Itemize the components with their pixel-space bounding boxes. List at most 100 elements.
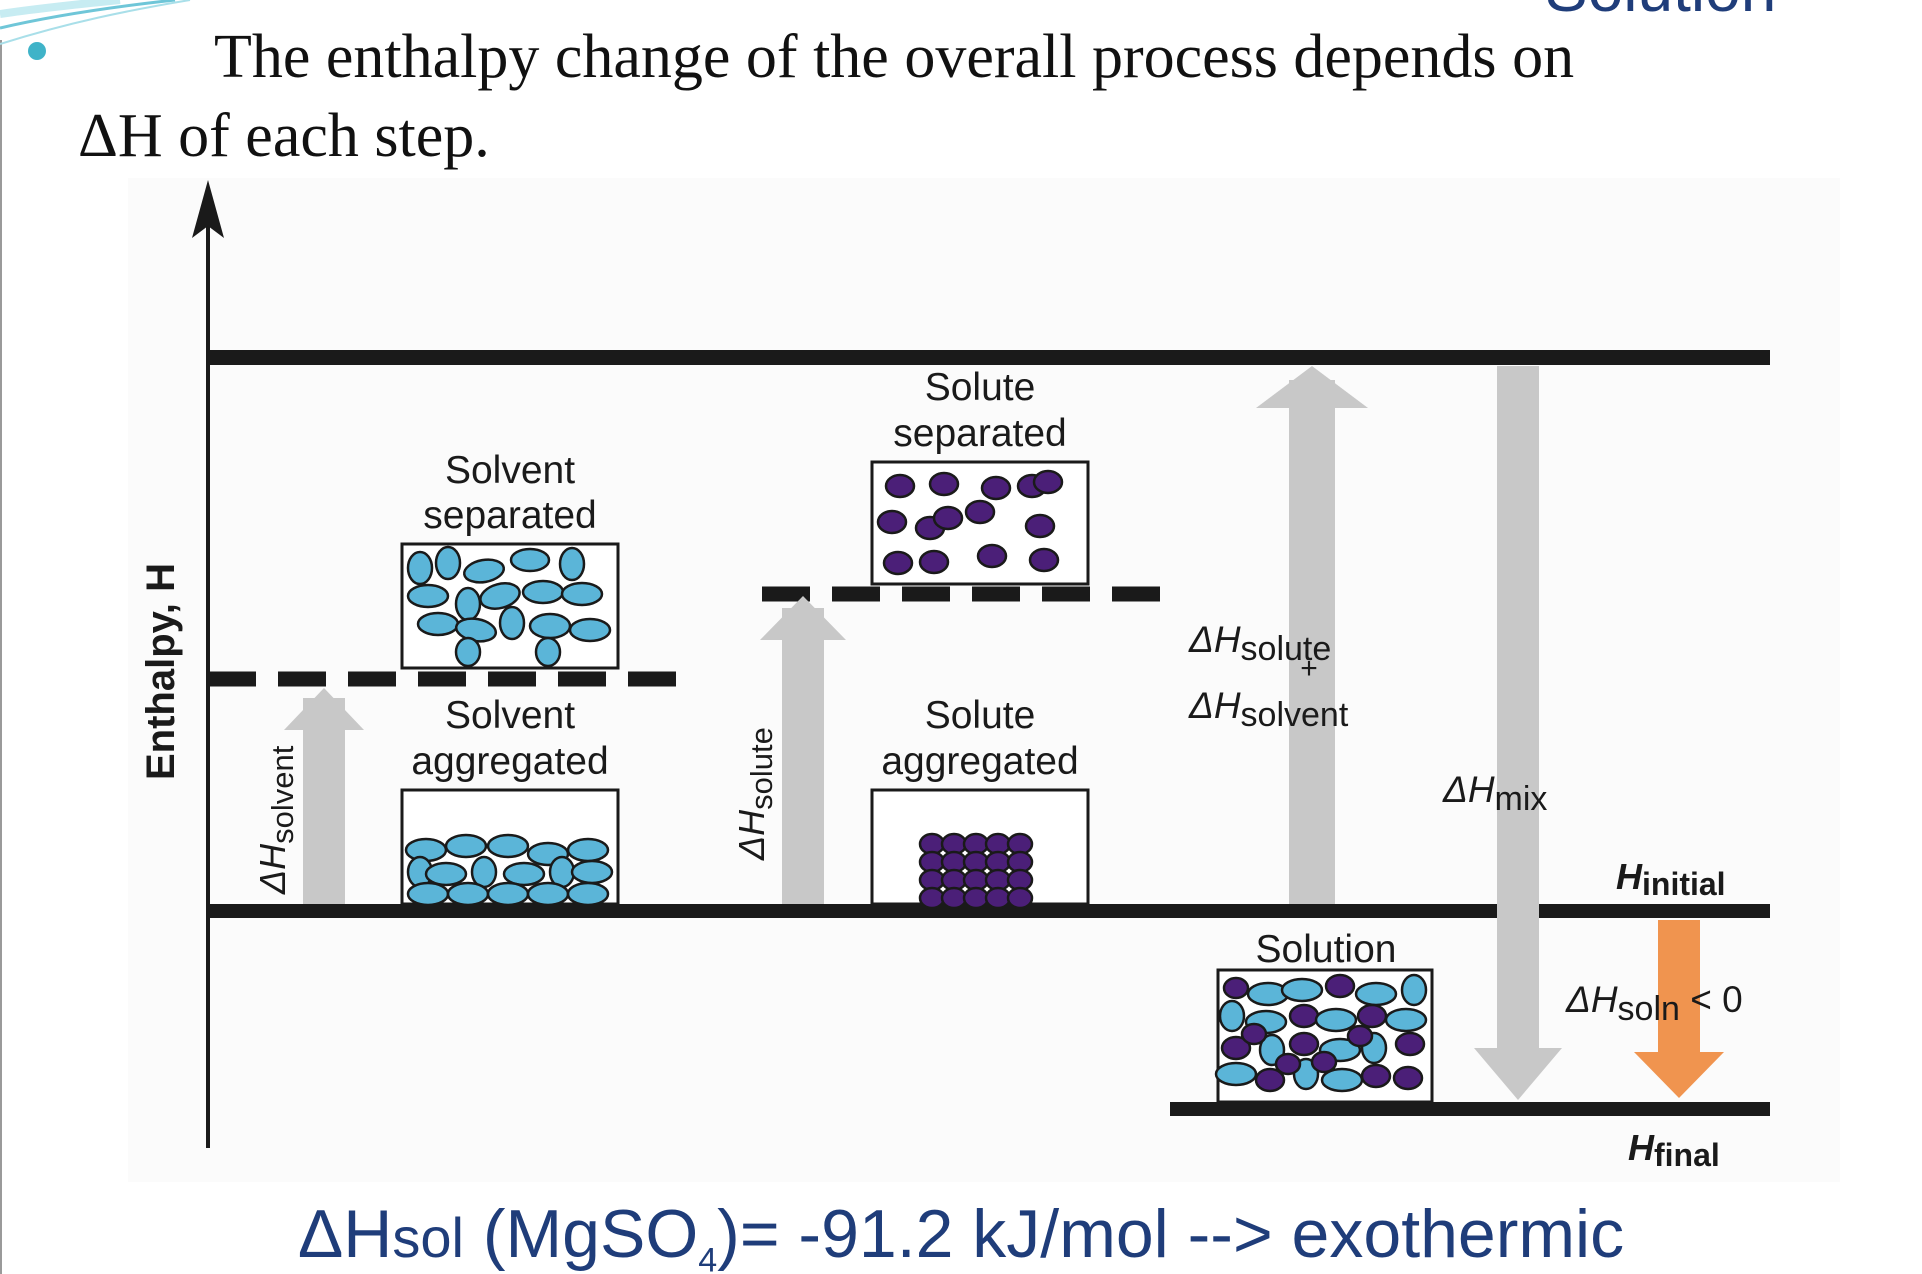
final-level-line (1170, 1102, 1770, 1116)
dh-soln-label: ΔHsoln < 0 (1565, 979, 1743, 1028)
caption: ΔHsol (MgSO4)= -91.2 kJ/mol --> exotherm… (0, 1195, 1922, 1274)
solvent-aggregated-label-1: Solvent (445, 694, 575, 737)
solvent-particle (566, 837, 610, 863)
solvent-particle (406, 881, 450, 907)
solution-label: Solution (1256, 928, 1397, 971)
dh-solvent-arrow (284, 688, 364, 904)
solvent-particle (1218, 999, 1246, 1033)
solute-particle (1360, 1063, 1392, 1089)
solute-particle (940, 886, 968, 910)
solute-particle (882, 550, 914, 576)
enthalpy-diagram: Enthalpy, H (128, 178, 1840, 1182)
solvent-aggregated-label-2: aggregated (411, 740, 608, 783)
solvent-separated-label-2: separated (423, 494, 596, 537)
solute-particle (884, 473, 916, 499)
dh-solvent-label: ΔHsolvent (252, 745, 300, 895)
solvent-particle (558, 546, 586, 582)
solute-aggregated-label-2: aggregated (881, 740, 1078, 783)
solvent-particle (1314, 1007, 1358, 1033)
caption-formula-close: )= -91.2 kJ/mol --> exothermic (717, 1196, 1625, 1272)
solute-particle (932, 505, 964, 531)
solvent-particle (570, 859, 614, 885)
top-level-line (208, 350, 1770, 365)
dh-solute-arrow (760, 596, 846, 904)
solute-particle (1032, 469, 1064, 495)
caption-sol: sol (392, 1206, 464, 1269)
solute-particle (1324, 973, 1356, 999)
solvent-particle (1354, 981, 1398, 1007)
solute-separated-label-2: separated (893, 412, 1066, 455)
y-axis-label: Enthalpy, H (139, 563, 183, 780)
solvent-particle (521, 579, 565, 605)
solute-particle (1024, 513, 1056, 539)
dh-sum-line-2: ΔHsolvent (1188, 685, 1349, 734)
solute-particle (1288, 1031, 1320, 1057)
solvent-particle (534, 636, 562, 668)
dh-soln-arrow (1634, 920, 1724, 1098)
solvent-particle (462, 558, 506, 584)
h-final-label: Hfinal (1628, 1127, 1720, 1173)
corner-decoration (0, 0, 191, 45)
solute-particle (1220, 1035, 1252, 1061)
solvent-particle (406, 550, 434, 586)
solvent-particle (486, 881, 530, 907)
solvent-particle (434, 545, 462, 581)
bullet-dot (28, 42, 46, 60)
dh-solute-plus-solvent-arrow (1256, 366, 1368, 904)
solvent-particle (502, 861, 546, 887)
solvent-particle (424, 861, 468, 887)
dh-sum-line-1: ΔHsolute (1188, 619, 1331, 668)
solvent-particle (479, 582, 521, 610)
solvent-particle (498, 605, 526, 641)
solvent-particle (444, 833, 488, 859)
solute-particle (1346, 1024, 1374, 1048)
statement-line-1: The enthalpy change of the overall proce… (214, 23, 1575, 91)
dh-solute-label: ΔHsolute (731, 727, 779, 861)
solvent-particle (446, 881, 490, 907)
solute-particle (876, 509, 908, 535)
solvent-particle (1400, 973, 1428, 1007)
solute-aggregated-label-1: Solute (925, 694, 1036, 737)
y-axis-arrowhead (192, 180, 224, 238)
solute-particle (1394, 1031, 1426, 1057)
solute-particle (984, 886, 1012, 910)
solvent-particle (526, 881, 570, 907)
solvent-particle (568, 617, 612, 643)
solute-particle (1254, 1067, 1286, 1093)
solvent-separated-label-1: Solvent (445, 449, 575, 492)
solute-particle (1288, 1003, 1320, 1029)
statement-line-2: ΔH of each step. (78, 97, 1798, 176)
solvent-particle (509, 547, 551, 573)
solute-particle (918, 886, 946, 910)
solvent-particle (406, 583, 450, 609)
enthalpy-diagram-svg: Enthalpy, H (139, 180, 1770, 1173)
solute-separated-label-1: Solute (925, 366, 1036, 409)
solute-particle (1392, 1065, 1424, 1091)
solute-particle (1356, 1003, 1388, 1029)
solvent-particle (1280, 977, 1324, 1003)
h-initial-label: Hinitial (1616, 856, 1726, 902)
solvent-particle (454, 636, 482, 668)
solvent-particle (1384, 1007, 1428, 1033)
solute-particle (976, 543, 1008, 569)
solute-particle (962, 886, 990, 910)
solute-particle (918, 549, 950, 575)
caption-delta-h: ΔH (297, 1196, 393, 1272)
solute-particle (1310, 1050, 1338, 1074)
statement-delta-h: ΔH (78, 102, 163, 170)
solvent-particle (470, 855, 498, 889)
solute-particle (1006, 886, 1034, 910)
solvent-particle (454, 586, 482, 622)
dh-mix-label: ΔHmix (1442, 769, 1547, 818)
particles-layer (404, 469, 1428, 1093)
solvent-particle (1214, 1061, 1258, 1087)
caption-formula-sub: 4 (698, 1241, 718, 1274)
statement-rest: of each step. (162, 102, 490, 170)
statement-text: The enthalpy change of the overall proce… (78, 18, 1798, 176)
solute-particle (964, 499, 996, 525)
solute-particle (1274, 1052, 1302, 1076)
solvent-particle (528, 612, 572, 640)
solute-particle (980, 475, 1012, 501)
solvent-particle (416, 611, 460, 637)
